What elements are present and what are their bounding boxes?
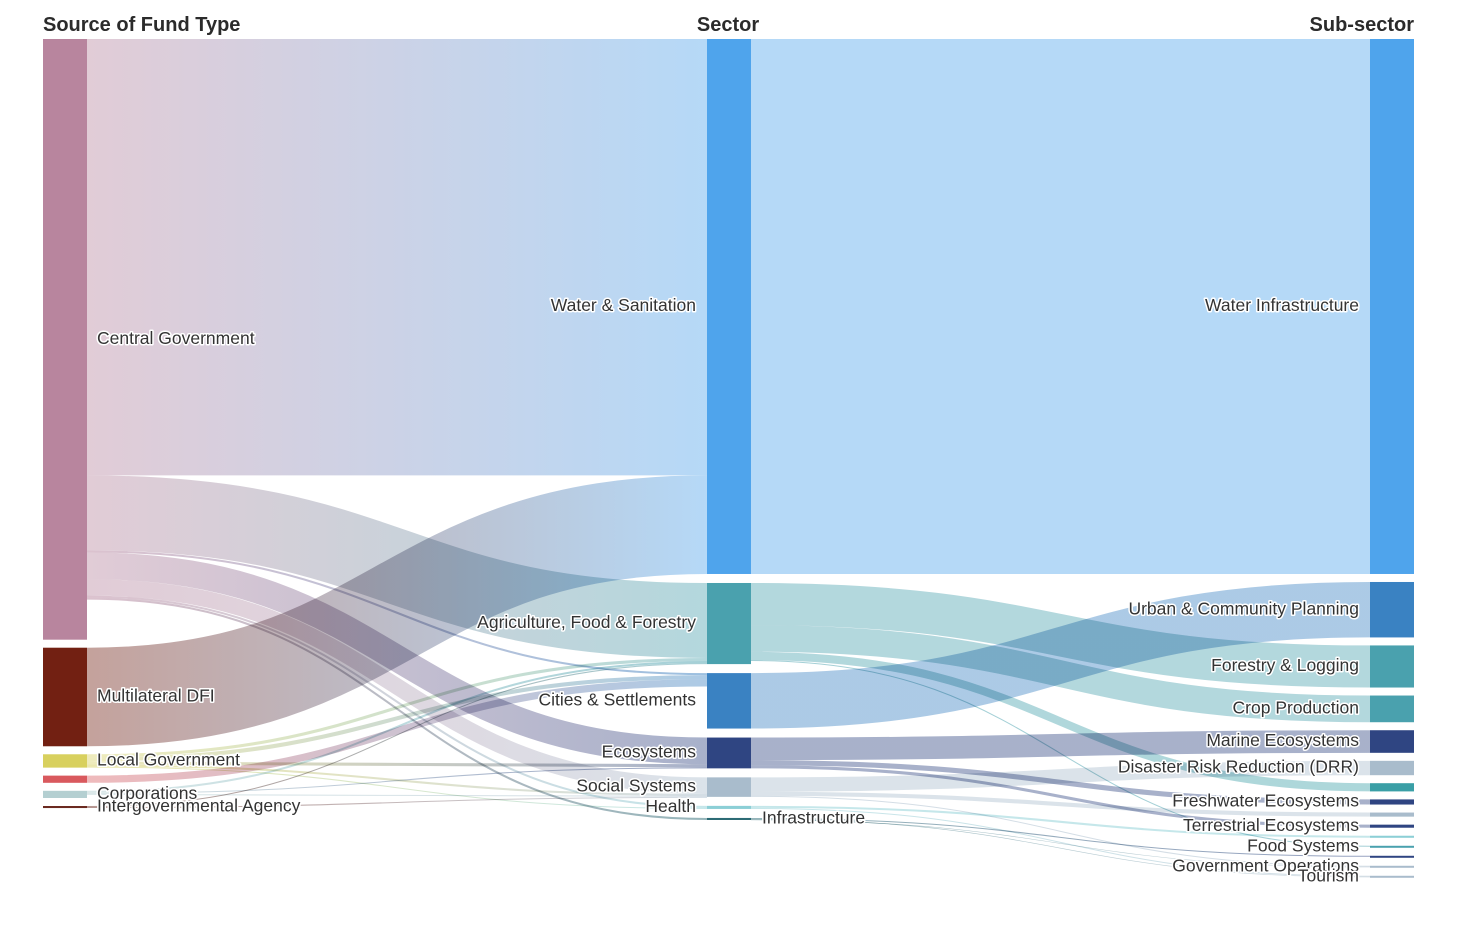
subsector-node-sm2 bbox=[1370, 835, 1414, 838]
sector-node-label-inf: Infrastructure bbox=[762, 808, 865, 828]
source-node-label-iga: Intergovernmental Agency bbox=[97, 796, 301, 816]
subsector-node-label-me: Marine Ecosystems bbox=[1206, 730, 1359, 750]
link-corp-to-aff bbox=[86, 661, 708, 793]
subsector-node-sm1 bbox=[1370, 812, 1414, 817]
link-inf-to-sm3 bbox=[750, 817, 1371, 857]
source-node-label-cg: Central Government bbox=[97, 328, 255, 348]
source-node-red bbox=[43, 775, 87, 783]
link-lg-to-hl bbox=[86, 766, 708, 809]
link-cg-to-hl bbox=[86, 595, 708, 808]
subsector-node-label-go: Government Operations bbox=[1172, 855, 1359, 875]
subsector-node-te bbox=[1370, 824, 1414, 828]
subsector-node-aqua bbox=[1370, 783, 1414, 792]
subsector-node-drr bbox=[1370, 760, 1414, 776]
source-node-label-lg: Local Government bbox=[97, 750, 240, 770]
sector-node-ws bbox=[707, 39, 751, 574]
source-column-header: Source of Fund Type bbox=[43, 14, 240, 36]
subsector-node-cp bbox=[1370, 695, 1414, 723]
sector-node-label-ss: Social Systems bbox=[576, 776, 696, 796]
link-ss-to-drr bbox=[750, 760, 1371, 792]
link-lg-to-eco bbox=[86, 761, 708, 768]
link-iga-to-ss bbox=[86, 796, 708, 809]
sector-node-label-cs: Cities & Settlements bbox=[538, 689, 696, 709]
subsector-node-label-tour: Tourism bbox=[1298, 865, 1359, 885]
labels-layer: Central Government Multilateral DFI Local … bbox=[96, 294, 1361, 887]
link-lg-to-aff bbox=[86, 657, 708, 758]
link-iga-to-aff bbox=[86, 663, 708, 808]
link-ss-to-go bbox=[750, 795, 1371, 867]
subsector-node-label-wi: Water Infrastructure bbox=[1205, 295, 1359, 315]
link-corp-to-ss bbox=[86, 793, 708, 797]
source-node-label-mdfi: Multilateral DFI bbox=[97, 686, 215, 706]
subsector-node-fl bbox=[1370, 645, 1414, 688]
sector-node-label-hl: Health bbox=[645, 796, 696, 816]
link-eco-to-me bbox=[750, 730, 1371, 761]
link-hl-to-tour bbox=[750, 807, 1371, 877]
nodes-layer bbox=[43, 39, 1414, 878]
source-node-lg bbox=[43, 754, 87, 768]
subsector-node-label-te: Terrestrial Ecosystems bbox=[1183, 815, 1359, 835]
subsector-node-label-drr: Disaster Risk Reduction (DRR) bbox=[1118, 757, 1359, 777]
sector-node-cs bbox=[707, 673, 751, 729]
link-ss-to-sm1 bbox=[750, 791, 1371, 817]
links-layer bbox=[86, 38, 1371, 878]
subsector-node-go bbox=[1370, 865, 1414, 868]
source-node-iga bbox=[43, 806, 87, 809]
link-lg-to-cs bbox=[86, 675, 708, 762]
source-node-cg bbox=[43, 39, 87, 640]
subsector-node-label-fl: Forestry & Logging bbox=[1211, 655, 1359, 675]
sector-node-aff bbox=[707, 582, 751, 665]
subsector-node-wi bbox=[1370, 39, 1414, 574]
sector-column-header: Sector bbox=[697, 14, 759, 36]
link-corp-to-eco bbox=[86, 767, 708, 794]
sector-node-ss bbox=[707, 777, 751, 797]
subsector-node-label-fs: Food Systems bbox=[1247, 835, 1359, 855]
sector-node-hl bbox=[707, 805, 751, 809]
subsector-node-me bbox=[1370, 730, 1414, 753]
subsector-node-ucp bbox=[1370, 581, 1414, 638]
link-eco-to-te bbox=[750, 765, 1371, 828]
subsector-node-fs bbox=[1370, 845, 1414, 848]
link-aff-to-aqua bbox=[750, 651, 1371, 792]
sector-node-label-eco: Ecosystems bbox=[602, 742, 697, 762]
link-cs-to-ucp bbox=[750, 581, 1371, 729]
link-cg-to-ss bbox=[86, 579, 708, 794]
subsector-node-label-ucp: Urban & Community Planning bbox=[1128, 598, 1359, 618]
sector-node-label-aff: Agriculture, Food & Forestry bbox=[477, 612, 696, 632]
sector-node-eco bbox=[707, 737, 751, 769]
subsector-node-label-cp: Crop Production bbox=[1233, 698, 1359, 718]
sector-node-label-ws: Water & Sanitation bbox=[551, 295, 696, 315]
source-node-corp bbox=[43, 790, 87, 798]
subsector-node-fe bbox=[1370, 799, 1414, 805]
link-red-to-cs bbox=[86, 679, 708, 783]
subsector-node-sm3 bbox=[1370, 855, 1414, 858]
sector-node-inf bbox=[707, 817, 751, 820]
link-inf-to-go bbox=[750, 819, 1371, 868]
subsector-node-tour bbox=[1370, 875, 1414, 878]
subsector-column-header: Sub-sector bbox=[1310, 14, 1415, 36]
link-mdfi-to-ws bbox=[86, 475, 708, 747]
link-hl-to-sm2 bbox=[750, 805, 1371, 838]
source-node-label-corp: Corporations bbox=[97, 783, 197, 803]
source-node-mdfi bbox=[43, 647, 87, 747]
subsector-node-label-fe: Freshwater Ecosystems bbox=[1172, 791, 1359, 811]
